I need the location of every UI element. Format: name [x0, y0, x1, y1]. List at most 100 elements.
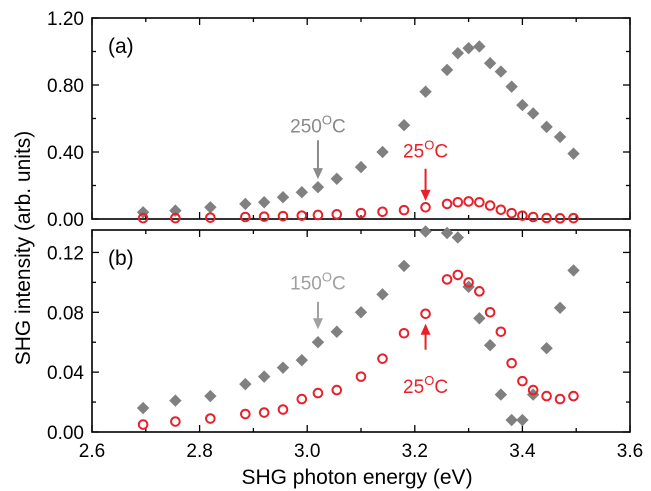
data-point-circle [137, 212, 149, 224]
data-point-circle [554, 213, 566, 224]
data-point-circle [452, 196, 464, 208]
data-point-circle [420, 308, 431, 320]
annotation-label: 25OC [403, 373, 448, 398]
data-point-diamond [169, 394, 182, 407]
data-point-diamond [311, 180, 325, 194]
series-open-circle [137, 196, 579, 224]
panel-label: (b) [108, 247, 134, 270]
data-point-diamond [397, 259, 411, 273]
series-open-circle [137, 269, 579, 430]
data-point-circle [568, 390, 579, 402]
data-point-circle [506, 357, 517, 369]
data-point-circle [463, 277, 474, 288]
temperature-annotation: 25OC [403, 323, 448, 398]
data-point-circle [420, 201, 431, 213]
data-point-diamond [526, 107, 540, 120]
data-point-circle [474, 196, 485, 208]
data-point-diamond [354, 160, 368, 174]
data-point-diamond [419, 85, 432, 98]
annotation-arrowhead [312, 168, 323, 180]
data-point-diamond [483, 339, 497, 352]
data-point-diamond [330, 325, 343, 338]
data-point-circle [355, 207, 367, 219]
data-point-diamond [295, 186, 309, 199]
panel-b: 0.00 0.04 0.08 0.12 2.6 2.8 3.0 3.2 3.4 3.6 SHG ph… [47, 225, 643, 489]
data-point-circle [205, 413, 216, 424]
temperature-annotation: 250OC [290, 112, 346, 180]
data-point-diamond [553, 130, 567, 144]
data-point-diamond [553, 301, 567, 315]
data-point-diamond [451, 231, 465, 244]
data-point-diamond [494, 65, 508, 78]
y-tick-label: 0.40 [47, 143, 84, 164]
data-point-circle [277, 210, 289, 222]
data-point-circle [240, 408, 251, 420]
data-point-diamond [473, 312, 486, 325]
series-filled-diamond [136, 225, 580, 427]
data-point-circle [541, 390, 552, 402]
data-point-diamond [397, 119, 411, 132]
x-tick-label: 3.0 [294, 441, 320, 462]
data-point-diamond [311, 336, 325, 349]
data-point-circle [296, 393, 308, 405]
y-tick-label: 1.20 [47, 9, 84, 30]
data-point-circle [541, 212, 552, 224]
data-point-diamond [239, 197, 252, 211]
panel-a: 0.00 0.40 0.80 1.20 (a) 250OC 25OC [47, 9, 631, 231]
x-tick-label: 3.2 [402, 441, 428, 462]
data-point-circle [527, 211, 539, 223]
data-point-circle [277, 404, 289, 415]
y-tick-label: 0.00 [47, 210, 84, 231]
y-tick-label: 0.80 [47, 76, 84, 97]
y-tick-label: 0.04 [47, 363, 84, 384]
data-point-circle [312, 209, 324, 221]
data-point-circle [495, 204, 507, 216]
y-tick-label: 0.00 [47, 423, 84, 444]
y-tick-label: 0.12 [47, 243, 84, 264]
data-point-diamond [462, 41, 475, 55]
data-point-circle [170, 416, 181, 427]
x-tick-label: 3.6 [617, 441, 643, 462]
data-point-diamond [516, 98, 529, 112]
data-point-circle [463, 196, 474, 207]
data-point-circle [398, 204, 410, 216]
data-point-circle [474, 286, 485, 297]
data-point-circle [398, 327, 410, 339]
data-point-diamond [505, 80, 518, 93]
data-point-diamond [440, 63, 454, 77]
data-point-diamond [330, 172, 343, 185]
data-point-diamond [257, 196, 271, 209]
data-point-diamond [567, 264, 580, 277]
x-tick-label: 3.4 [509, 441, 536, 462]
temperature-annotation: 150OC [290, 269, 346, 330]
annotation-arrowhead [420, 323, 431, 335]
data-point-circle [527, 384, 539, 396]
data-point-diamond [505, 413, 518, 427]
y-tick-label: 0.08 [47, 303, 84, 324]
data-point-circle [170, 212, 181, 224]
data-point-diamond [540, 342, 553, 355]
data-point-diamond [276, 191, 290, 204]
x-tick-label: 2.8 [186, 441, 212, 462]
data-point-circle [484, 306, 496, 318]
data-point-circle [205, 212, 216, 223]
data-point-diamond [483, 57, 497, 70]
data-point-diamond [494, 388, 508, 401]
data-point-diamond [169, 204, 182, 217]
data-point-diamond [295, 353, 309, 367]
data-point-circle [258, 211, 270, 222]
y-axis-label: SHG intensity (arb. units) [12, 131, 35, 366]
data-point-diamond [204, 201, 217, 214]
data-point-circle [517, 375, 528, 387]
data-point-circle [441, 198, 453, 210]
annotation-label: 25OC [403, 137, 448, 162]
data-point-diamond [239, 377, 252, 391]
data-point-diamond [567, 147, 580, 160]
series-filled-diamond [136, 40, 580, 219]
data-point-circle [554, 393, 566, 405]
x-axis-label: SHG photon energy (eV) [241, 466, 472, 489]
data-point-diamond [376, 288, 389, 301]
data-point-diamond [516, 413, 529, 427]
annotation-arrowhead [420, 189, 431, 201]
